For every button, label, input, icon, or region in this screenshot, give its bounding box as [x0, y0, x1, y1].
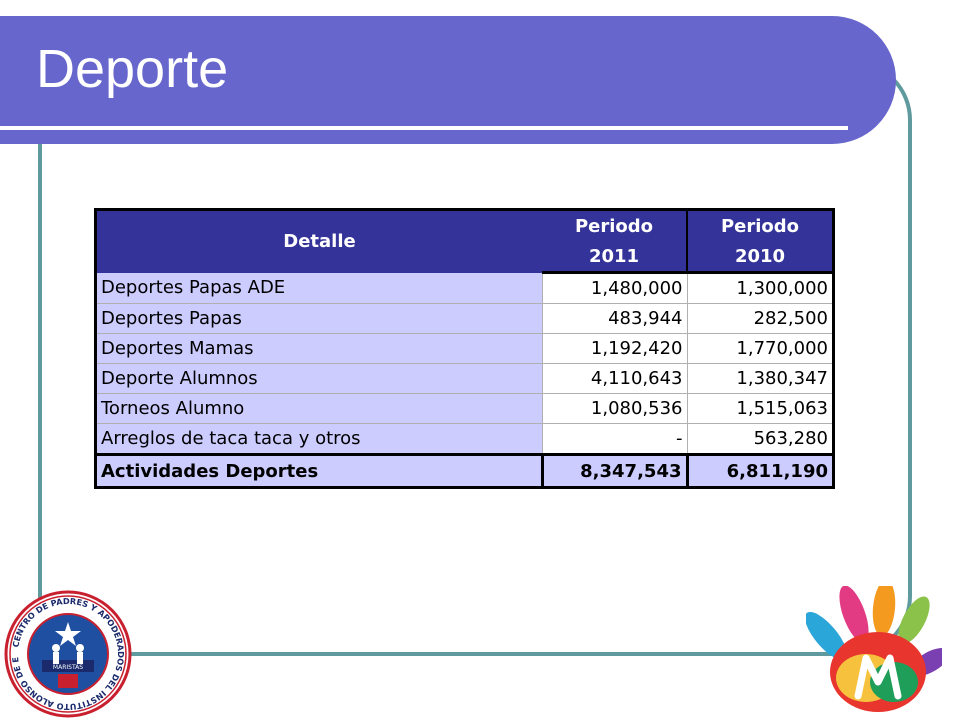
total-row: Actividades Deportes 8,347,543 6,811,190	[95, 453, 834, 488]
table-row: Deporte Alumnos 4,110,643 1,380,347	[95, 363, 834, 394]
title-banner	[0, 16, 896, 144]
row-value-2011: 1,192,420	[542, 333, 687, 364]
row-value-2011: 1,480,000	[542, 272, 687, 304]
slide-title: Deporte	[36, 39, 229, 99]
table-row: Deportes Papas 483,944 282,500	[95, 303, 834, 334]
row-value-2010: 1,515,063	[686, 393, 834, 424]
header-row-2: 2011 2010	[96, 241, 834, 274]
total-value-2011: 8,347,543	[540, 453, 687, 488]
header-year-2010: 2010	[686, 241, 834, 274]
row-label: Deportes Mamas	[95, 333, 543, 364]
table-row: Torneos Alumno 1,080,536 1,515,063	[95, 393, 834, 424]
banner-underline	[0, 126, 848, 130]
row-label: Deporte Alumnos	[95, 363, 543, 394]
table-row: Arreglos de taca taca y otros - 563,280	[95, 423, 834, 455]
header-periodo-2010: Periodo	[686, 209, 834, 241]
header-detalle: Detalle	[95, 209, 542, 273]
row-label: Torneos Alumno	[95, 393, 543, 424]
row-value-2010: 1,300,000	[686, 272, 834, 304]
seal-badge-text: MARISTAS	[53, 664, 83, 671]
header-year-2011: 2011	[542, 241, 687, 274]
row-value-2010: 563,280	[686, 423, 834, 455]
hand-logo-icon	[806, 586, 942, 712]
total-value-2010: 6,811,190	[685, 453, 834, 488]
row-label: Arreglos de taca taca y otros	[95, 423, 543, 455]
header-row-1: Detalle Periodo Periodo	[95, 209, 834, 273]
row-value-2011: 4,110,643	[542, 363, 687, 394]
row-value-2011: 483,944	[542, 303, 687, 334]
row-label: Deportes Papas ADE	[95, 272, 543, 304]
row-value-2011: 1,080,536	[542, 393, 687, 424]
table-row: Deportes Papas ADE 1,480,000 1,300,000	[95, 272, 834, 304]
row-value-2010: 1,770,000	[686, 333, 834, 364]
row-value-2010: 282,500	[686, 303, 834, 334]
row-value-2010: 1,380,347	[686, 363, 834, 394]
total-label: Actividades Deportes	[95, 453, 543, 488]
parents-center-seal-logo: CENTRO DE PADRES Y APODERADOS DEL INSTIT…	[4, 590, 132, 718]
table-row: Deportes Mamas 1,192,420 1,770,000	[95, 333, 834, 364]
header-periodo-2011: Periodo	[542, 209, 687, 241]
row-label: Deportes Papas	[95, 303, 543, 334]
row-value-2011: -	[542, 423, 687, 455]
sports-table: Detalle Periodo Periodo 2011 2010 Deport…	[94, 208, 835, 489]
